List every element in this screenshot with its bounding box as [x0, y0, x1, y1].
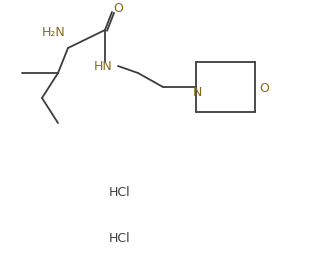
Text: O: O — [259, 83, 269, 95]
Text: HCl: HCl — [109, 232, 131, 245]
Text: O: O — [113, 2, 123, 15]
Text: N: N — [192, 86, 202, 99]
Text: HN: HN — [94, 60, 112, 73]
Text: HCl: HCl — [109, 185, 131, 198]
Text: H₂N: H₂N — [42, 25, 66, 38]
